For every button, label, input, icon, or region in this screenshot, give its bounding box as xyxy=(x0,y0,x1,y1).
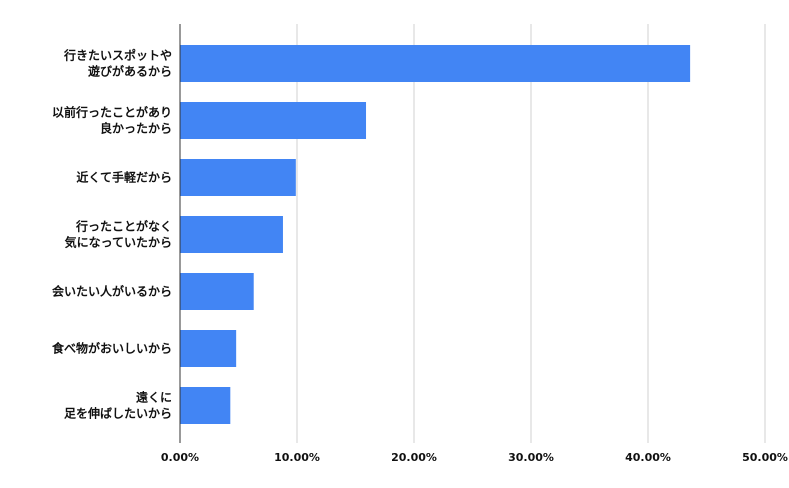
bar xyxy=(180,273,254,310)
category-label-line: 良かったから xyxy=(100,121,172,136)
category-label-line: 遊びがあるから xyxy=(88,64,172,79)
bars xyxy=(180,45,691,424)
category-label-line: 行きたいスポットや xyxy=(63,48,172,63)
category-label-line: 遠くに xyxy=(136,390,172,405)
x-tick-label: 10.00% xyxy=(274,451,320,464)
bar xyxy=(180,102,367,139)
category-label-line: 以前行ったことがあり xyxy=(52,105,172,120)
category-label-line: 会いたい人がいるから xyxy=(52,284,172,299)
category-label-line: 足を伸ばしたいから xyxy=(64,406,172,421)
category-labels: 行きたいスポットや遊びがあるから以前行ったことがあり良かったから近くて手軽だから… xyxy=(51,48,172,421)
category-label-line: 近くて手軽だから xyxy=(76,170,172,185)
category-label-line: 気になっていたから xyxy=(65,235,172,250)
bar xyxy=(180,330,237,367)
category-label-line: 行ったことがなく xyxy=(75,219,172,234)
category-label: 食べ物がおいしいから xyxy=(51,341,172,356)
bar xyxy=(180,387,231,424)
x-tick-label: 20.00% xyxy=(391,451,437,464)
gridlines xyxy=(296,24,766,443)
bar xyxy=(180,45,691,82)
x-tick-label: 0.00% xyxy=(161,451,199,464)
category-label: 会いたい人がいるから xyxy=(52,284,172,299)
category-label: 近くて手軽だから xyxy=(76,170,172,185)
category-label-line: 食べ物がおいしいから xyxy=(51,341,172,356)
bar xyxy=(180,216,283,253)
x-tick-label: 40.00% xyxy=(625,451,671,464)
x-tick-labels: 0.00% 10.00% 20.00% 30.00% 40.00% 50.00% xyxy=(161,451,788,464)
x-tick-label: 50.00% xyxy=(742,451,788,464)
x-tick-label: 30.00% xyxy=(508,451,554,464)
bar xyxy=(180,159,296,196)
